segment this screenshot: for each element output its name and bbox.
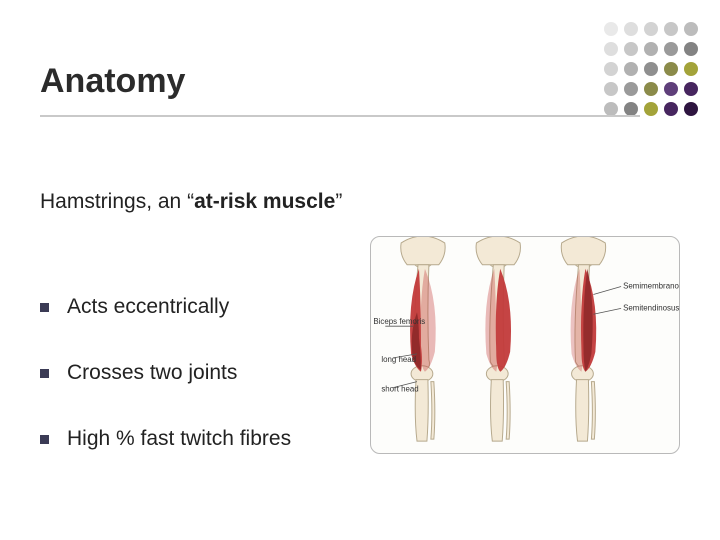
decor-dot [604,62,618,76]
anatomy-figure: Semimembranosus Semitendinosus Biceps fe… [370,236,680,454]
corner-dot-grid [602,20,700,118]
bullet-icon [40,369,49,378]
subtitle-emph: at-risk muscle [194,190,335,213]
leg-view-2 [476,237,520,441]
label-biceps-femoris: Biceps femoris [373,317,425,326]
decor-dot [664,82,678,96]
label-semimembranosus: Semimembranosus [623,282,679,291]
decor-dot [684,62,698,76]
list-item: Acts eccentrically [40,295,291,319]
decor-dot [684,102,698,116]
decor-dot [604,102,618,116]
label-long-head: long head [381,355,416,364]
decor-dot [604,42,618,56]
decor-dot [604,22,618,36]
label-semitendinosus: Semitendinosus [623,303,679,312]
decor-dot [644,102,658,116]
decor-dot [644,22,658,36]
label-short-head: short head [381,385,418,394]
subtitle-pre: Hamstrings, an [40,190,187,213]
decor-dot [644,82,658,96]
decor-dot [624,82,638,96]
decor-dot [684,42,698,56]
decor-dot [624,42,638,56]
bullet-icon [40,435,49,444]
decor-dot [684,82,698,96]
decor-dot [604,82,618,96]
decor-dot [664,62,678,76]
decor-dot [664,22,678,36]
decor-dot [684,22,698,36]
decor-dot [624,62,638,76]
slide-subtitle: Hamstrings, an “at-risk muscle” [40,190,342,214]
decor-dot [664,42,678,56]
decor-dot [664,102,678,116]
subtitle-quote-close: ” [335,190,342,213]
decor-dot [624,102,638,116]
list-item: Crosses two joints [40,361,291,385]
bullet-list: Acts eccentrically Crosses two joints Hi… [40,295,291,493]
bullet-icon [40,303,49,312]
leg-view-1 [401,237,445,441]
leg-view-3 [561,237,605,441]
slide: Anatomy Hamstrings, an “at-risk muscle” … [0,0,720,540]
anatomy-svg: Semimembranosus Semitendinosus Biceps fe… [371,237,679,453]
decor-dot [644,62,658,76]
bullet-text: High % fast twitch fibres [67,427,291,451]
list-item: High % fast twitch fibres [40,427,291,451]
bullet-text: Crosses two joints [67,361,237,385]
subtitle-quote-open: “ [187,190,194,213]
slide-title: Anatomy [40,62,185,101]
bullet-text: Acts eccentrically [67,295,229,319]
title-underline [40,115,640,117]
decor-dot [644,42,658,56]
decor-dot [624,22,638,36]
